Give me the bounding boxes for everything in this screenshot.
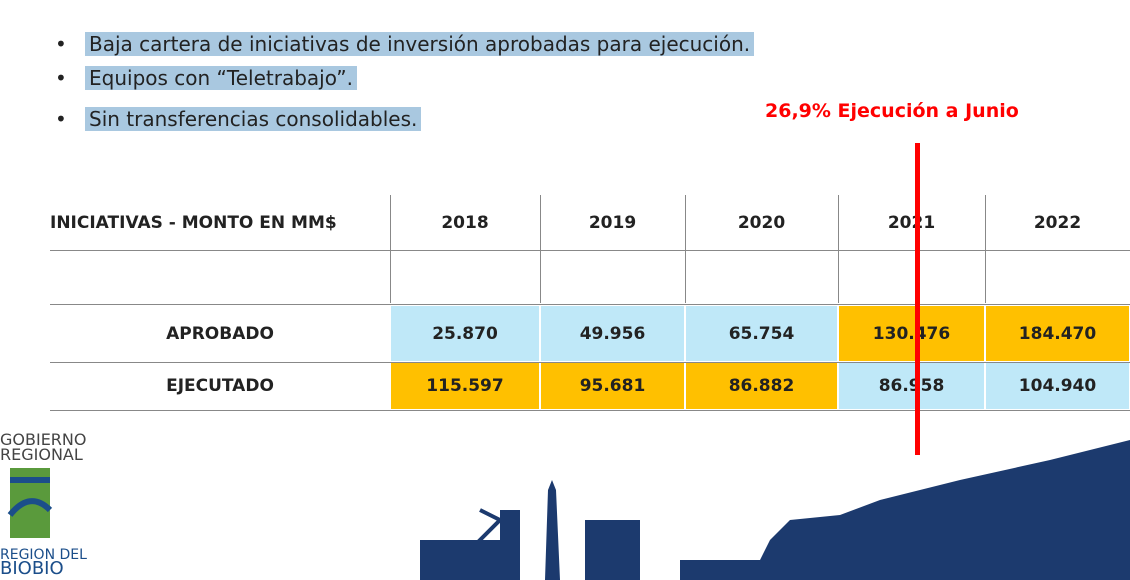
header-cell: INICIATIVAS - MONTO EN MM$ <box>50 212 337 233</box>
row-line <box>50 304 1130 305</box>
table-cell: 95.681 <box>541 363 684 409</box>
table-cell: APROBADO <box>166 323 274 344</box>
table-cell: 184.470 <box>986 306 1129 361</box>
logo-line: GOBIERNO <box>0 430 87 449</box>
decoration <box>7 440 1130 580</box>
row-line <box>50 250 1130 251</box>
header-cell: 2020 <box>737 212 786 233</box>
col-line <box>985 195 986 303</box>
col-line <box>685 195 686 303</box>
table-cell: 65.754 <box>686 306 837 361</box>
table-cell: 25.870 <box>391 306 539 361</box>
logo-river <box>7 477 53 517</box>
row-line <box>50 362 1130 363</box>
bullet: • Baja cartera de iniciativas de inversió… <box>55 32 755 56</box>
header-cell: 2018 <box>441 212 489 233</box>
header-cell: 2022 <box>1033 212 1082 233</box>
table-cell: 115.597 <box>391 363 539 409</box>
table-cell: EJECUTADO <box>166 376 274 396</box>
col-line <box>540 195 541 303</box>
bullet-text: Sin transferencias consolidables. <box>85 107 422 131</box>
table-cell: 86.882 <box>686 363 837 409</box>
logo-line: REGION DEL <box>0 547 87 563</box>
col-line <box>390 195 391 303</box>
table-cell: 86.958 <box>839 363 984 409</box>
row-line <box>50 410 1130 411</box>
skyline <box>420 440 1130 580</box>
header-cell: 2019 <box>588 212 637 233</box>
logo-text: GOBIERNO REGIONAL <box>0 430 87 464</box>
bullet: • Sin transferencias consolidables. <box>55 107 422 131</box>
logo-line: BIOBIO <box>0 558 64 579</box>
marker-line <box>915 143 920 455</box>
bullet-text: Equipos con “Teletrabajo”. <box>85 66 357 90</box>
logo-text: REGION DEL BIOBIO <box>0 547 87 579</box>
crane <box>468 508 504 552</box>
table-cell: 49.956 <box>541 306 684 361</box>
annotation: 26,9% Ejecución a Junio <box>765 100 1019 122</box>
table-cell: 104.940 <box>986 363 1129 409</box>
logo-line: REGIONAL <box>0 445 83 464</box>
table-cell: 130.476 <box>839 306 984 361</box>
bullet-text: Baja cartera de iniciativas de inversión… <box>85 32 755 56</box>
header-cell: 2021 <box>887 212 936 233</box>
bullet: • Equipos con “Teletrabajo”. <box>55 66 357 90</box>
col-line <box>838 195 839 303</box>
